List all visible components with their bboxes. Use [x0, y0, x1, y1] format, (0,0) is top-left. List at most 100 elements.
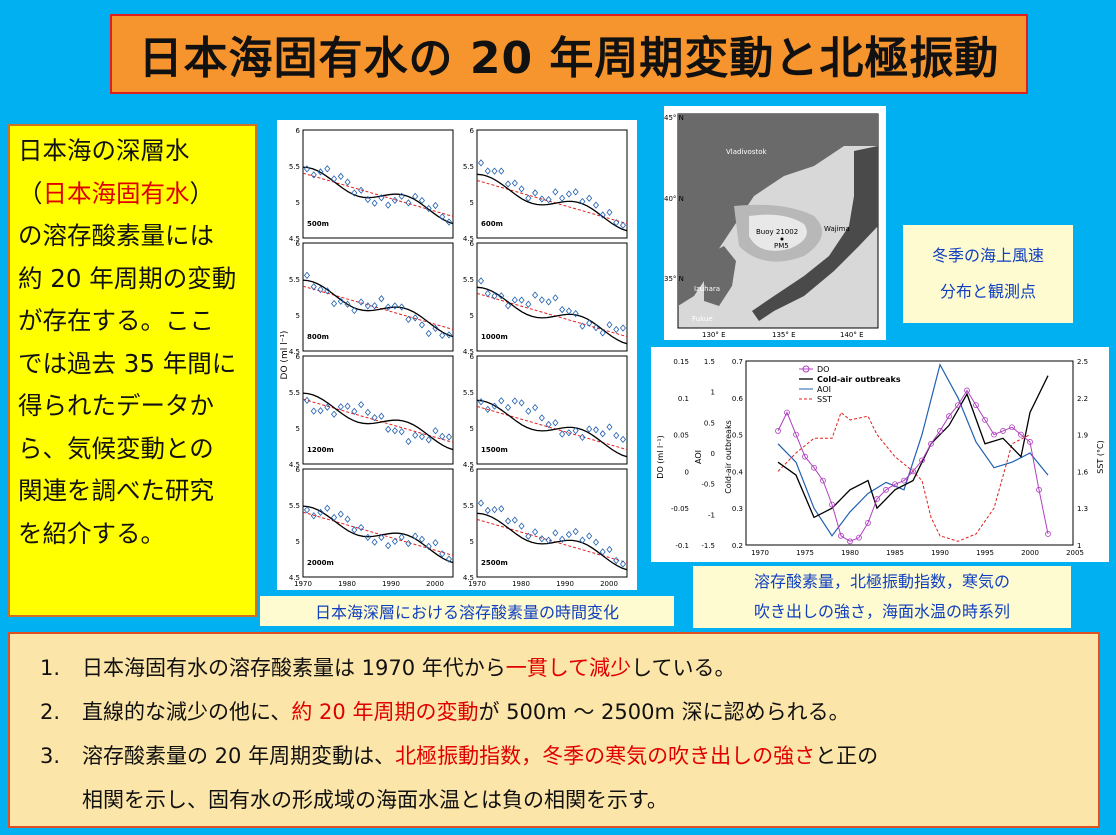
panel-data-point [371, 302, 378, 310]
panel-frame [302, 129, 454, 239]
do-point [793, 431, 799, 438]
do-line [777, 389, 1049, 542]
panel-ytick: 5 [470, 312, 474, 320]
summary-highlight: 約 20 年周期の変動 [291, 700, 479, 724]
panel-data-point [317, 285, 324, 294]
panel-data-point [391, 427, 398, 435]
panel-data-point [599, 329, 606, 337]
panel-data-point [545, 196, 552, 204]
panel-data-point [432, 324, 439, 332]
panel-data-point [619, 221, 627, 229]
intro-line: 得られたデータか [18, 391, 214, 420]
panel-ytick: 6 [296, 240, 301, 248]
panel-xtick: 1970 [468, 580, 486, 588]
do-point [883, 486, 889, 493]
do-point [1036, 486, 1042, 493]
panel-data-point [565, 429, 572, 437]
panel-data-point [613, 325, 620, 334]
x-tick: 1970 [751, 549, 769, 557]
panel-linear-trend [476, 292, 628, 338]
panel-linear-trend [476, 518, 628, 564]
panel-data-point [378, 194, 385, 202]
panel-data-point [498, 292, 505, 300]
panel-data-point [391, 196, 398, 204]
panel-frame [476, 129, 628, 239]
panel-data-point [351, 306, 358, 315]
panel-ytick: 4.5 [289, 348, 300, 356]
panel-data-point [572, 310, 579, 318]
panel-data-point [491, 402, 498, 410]
y2-axis-label: AOI [694, 450, 703, 464]
panel-data-point [545, 298, 552, 306]
panel-data-point [511, 397, 518, 405]
panel-ytick: 5 [470, 538, 474, 546]
panel-data-point [613, 431, 620, 440]
panel-data-point [364, 302, 371, 310]
panel-data-point [532, 528, 539, 536]
lon-130-label: 130° E [702, 331, 726, 339]
poster-title-box: 日本海固有水の 20 年周期変動と北極振動 [110, 14, 1028, 94]
panel-frame [476, 468, 628, 578]
intro-line: では過去 35 年間に [18, 348, 237, 378]
summary-highlight: 一貫して減少 [505, 656, 632, 680]
intro-line: 約 20 年周期の変動 [18, 263, 237, 293]
panel-data-point [425, 204, 432, 213]
panel-data-point [385, 542, 392, 550]
panel-data-point [505, 403, 512, 412]
y3-tick: 0.5 [732, 432, 743, 440]
summary-highlight: 北極振動指数，冬季の寒気の吹き出しの強さ [395, 744, 816, 768]
panel-data-point [344, 300, 351, 308]
y2-tick: 1.5 [704, 358, 715, 366]
lon-135-label: 135° E [772, 331, 796, 339]
panel-data-point [324, 504, 331, 512]
panel-ytick: 6 [470, 240, 475, 248]
panel-ytick: 6 [470, 353, 475, 361]
panel-ytick: 5.5 [289, 502, 300, 510]
panel-data-point [559, 194, 566, 202]
panel-data-point [559, 430, 566, 438]
panel-data-point [439, 213, 446, 221]
panel-data-point [317, 407, 324, 415]
panel-frame [302, 355, 454, 465]
panel-xtick: 2000 [600, 580, 618, 588]
panel-ytick: 6 [470, 127, 475, 135]
panel-data-point [398, 428, 405, 436]
panel-data-point [405, 437, 412, 446]
y2-tick: 1 [711, 389, 715, 397]
panel-data-point [303, 396, 311, 404]
panel-ytick: 4.5 [289, 574, 300, 582]
y4-tick: 1.9 [1077, 432, 1088, 440]
panel-data-point [412, 314, 419, 322]
panel-data-point [613, 556, 620, 565]
panel-ytick: 5 [296, 425, 300, 433]
panel-data-point [592, 426, 599, 434]
y1-tick: 0.1 [678, 395, 689, 403]
panel-data-point [477, 499, 485, 507]
intro-line: 関連を調べた研究 [18, 476, 214, 505]
legend-do: DO [817, 365, 829, 374]
panel-xtick: 1970 [294, 580, 312, 588]
do-point [802, 453, 808, 460]
panel-data-point [398, 533, 405, 541]
panel-data-point [425, 436, 432, 444]
panel-xtick: 2000 [426, 580, 444, 588]
panel-data-point [358, 400, 365, 409]
do-point [928, 440, 934, 447]
panel-data-point [491, 506, 498, 514]
panel-data-point [484, 506, 491, 515]
panel-linear-trend [476, 179, 628, 225]
panel-data-point [606, 423, 613, 431]
y1-tick: -0.1 [675, 542, 689, 550]
do-point [964, 387, 970, 394]
panel-data-point [606, 545, 613, 554]
y4-tick: 1.6 [1077, 468, 1089, 476]
y1-axis-label: DO (ml l⁻¹) [656, 435, 665, 478]
panel-data-point [579, 197, 586, 206]
x-tick: 1985 [886, 549, 904, 557]
legend-sst: SST [817, 395, 832, 404]
panel-data-point [545, 536, 552, 544]
panel-data-point [425, 542, 432, 550]
do-point [1045, 531, 1051, 537]
panel-data-point [351, 189, 358, 197]
y2-tick: -1.5 [701, 542, 715, 550]
